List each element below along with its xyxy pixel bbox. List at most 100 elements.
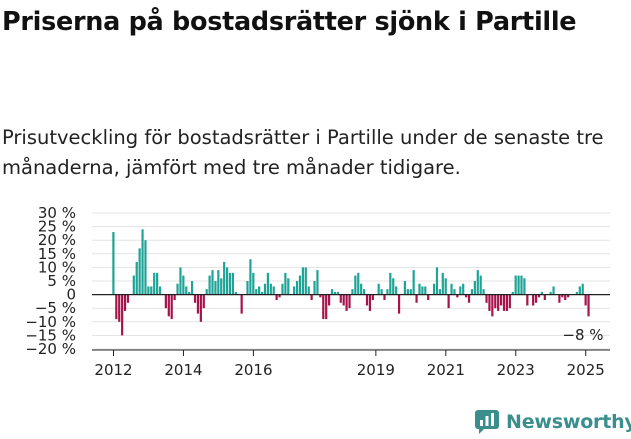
bar xyxy=(354,275,357,295)
bar xyxy=(260,291,264,295)
y-axis-ticks: 30 %25 %20 %15 %10 %5 %0−5 %−10 %−15 %−2… xyxy=(25,204,76,358)
bar xyxy=(532,294,535,306)
bar xyxy=(287,278,290,295)
gridlines xyxy=(92,212,610,350)
bar xyxy=(269,283,272,295)
y-tick-label: 5 % xyxy=(47,272,76,290)
bar xyxy=(295,281,299,295)
bar xyxy=(252,272,255,295)
bar xyxy=(275,294,278,301)
bar xyxy=(467,294,471,303)
bar xyxy=(365,294,369,306)
bar xyxy=(208,275,211,295)
bar xyxy=(409,289,412,295)
bar xyxy=(491,294,494,317)
bar xyxy=(121,294,124,336)
bar xyxy=(132,275,135,295)
bar xyxy=(514,275,517,295)
bar xyxy=(182,275,185,295)
bar xyxy=(421,286,424,295)
bar xyxy=(540,291,543,295)
bar xyxy=(412,270,415,295)
bar xyxy=(450,283,453,295)
bar xyxy=(397,294,401,314)
y-tick-label: 25 % xyxy=(38,218,76,236)
bar xyxy=(246,281,249,295)
x-tick-label: 2019 xyxy=(357,361,395,379)
bar xyxy=(427,294,430,301)
x-tick-label: 2016 xyxy=(234,361,272,379)
bar xyxy=(258,286,261,295)
y-tick-label: −20 % xyxy=(25,340,76,358)
bar xyxy=(205,289,208,295)
bar xyxy=(377,283,380,295)
bar xyxy=(549,291,552,295)
bar xyxy=(517,275,520,295)
bar-chart: 30 %25 %20 %15 %10 %5 %0−5 %−10 %−15 %−2… xyxy=(25,204,610,379)
bar xyxy=(482,289,485,295)
bar xyxy=(523,278,526,295)
bar xyxy=(298,275,302,295)
brand-name: Newsworthy xyxy=(506,411,631,433)
bar xyxy=(470,289,474,295)
bar xyxy=(193,294,197,303)
y-tick-label: 20 % xyxy=(38,231,76,249)
bar xyxy=(424,286,427,295)
bar xyxy=(453,289,456,295)
bar xyxy=(581,283,584,295)
newsworthy-logo-icon xyxy=(475,410,499,434)
bar xyxy=(240,294,243,314)
bar xyxy=(156,272,159,295)
bar xyxy=(447,294,450,309)
bars xyxy=(112,229,590,336)
bar xyxy=(191,281,194,295)
bar xyxy=(543,294,546,301)
bar xyxy=(263,283,267,295)
bar xyxy=(307,286,310,295)
bar xyxy=(211,270,214,295)
bar xyxy=(488,294,491,311)
bar xyxy=(147,286,150,295)
bar xyxy=(126,294,130,303)
bar xyxy=(473,281,476,295)
bar xyxy=(249,259,252,295)
bar xyxy=(266,272,269,295)
axes xyxy=(92,293,610,351)
bar xyxy=(304,267,307,295)
bar xyxy=(435,267,439,295)
bar xyxy=(179,267,182,295)
bar xyxy=(500,294,503,306)
bar xyxy=(123,294,127,311)
bar xyxy=(301,267,304,295)
bar xyxy=(567,294,570,298)
bar xyxy=(383,294,386,301)
y-tick-label: 15 % xyxy=(38,245,76,263)
bar xyxy=(313,281,316,295)
bar xyxy=(432,283,436,295)
bar xyxy=(465,294,468,298)
last-value-label: −8 % xyxy=(562,326,603,344)
bar xyxy=(479,275,482,295)
bar xyxy=(316,270,319,295)
bar xyxy=(564,294,567,301)
bar xyxy=(170,294,173,320)
chart-subtitle: Prisutveckling för bostadsrätter i Parti… xyxy=(2,126,604,179)
bar xyxy=(188,291,191,295)
bar xyxy=(534,294,538,303)
bar xyxy=(217,270,220,295)
bar xyxy=(325,294,328,320)
bar xyxy=(255,289,258,295)
bar xyxy=(118,294,121,322)
bar xyxy=(278,294,281,298)
bar xyxy=(330,289,334,295)
bar xyxy=(336,291,339,295)
bar xyxy=(322,294,325,320)
bar xyxy=(115,294,118,320)
bar xyxy=(485,294,488,303)
bar xyxy=(284,272,287,295)
x-axis-ticks: 2012 2014 2016 2019 2021 2023 2025 xyxy=(94,350,605,379)
bar xyxy=(368,294,372,311)
bar xyxy=(339,294,342,303)
bar xyxy=(281,283,284,295)
bar xyxy=(552,286,555,295)
